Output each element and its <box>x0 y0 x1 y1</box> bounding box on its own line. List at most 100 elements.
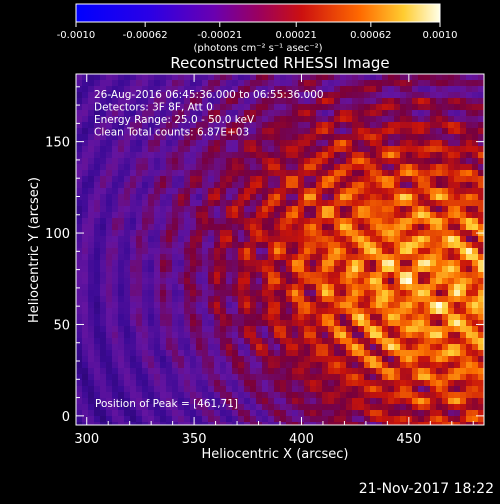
heatmap-cell <box>328 386 334 392</box>
heatmap-cell <box>352 230 358 236</box>
heatmap-cell <box>418 350 424 356</box>
heatmap-cell <box>358 212 364 218</box>
heatmap-cell <box>220 134 226 140</box>
heatmap-cell <box>196 254 202 260</box>
heatmap-cell <box>460 218 466 224</box>
heatmap-cell <box>268 74 274 80</box>
heatmap-cell <box>298 116 304 122</box>
heatmap-cell <box>442 422 448 425</box>
heatmap-cell <box>220 266 226 272</box>
heatmap-cell <box>304 188 310 194</box>
heatmap-cell <box>394 200 400 206</box>
heatmap-cell <box>106 218 112 224</box>
heatmap-cell <box>310 218 316 224</box>
heatmap-cell <box>298 338 304 344</box>
heatmap-cell <box>94 122 100 128</box>
heatmap-cell <box>280 296 286 302</box>
heatmap-cell <box>184 356 190 362</box>
heatmap-cell <box>400 326 406 332</box>
heatmap-cell <box>232 422 238 425</box>
heatmap-cell <box>124 110 130 116</box>
heatmap-cell <box>130 176 136 182</box>
heatmap-cell <box>232 308 238 314</box>
heatmap-cell <box>274 224 280 230</box>
heatmap-cell <box>292 374 298 380</box>
heatmap-cell <box>250 266 256 272</box>
heatmap-cell <box>388 314 394 320</box>
heatmap-cell <box>202 344 208 350</box>
heatmap-cell <box>454 200 460 206</box>
heatmap-cell <box>118 320 124 326</box>
heatmap-cell <box>250 230 256 236</box>
x-tick-label: 300 <box>74 432 99 447</box>
heatmap-cell <box>220 152 226 158</box>
heatmap-cell <box>208 386 214 392</box>
heatmap-cell <box>412 302 418 308</box>
heatmap-cell <box>466 380 472 386</box>
heatmap-cell <box>436 320 442 326</box>
heatmap-cell <box>352 116 358 122</box>
heatmap-cell <box>442 212 448 218</box>
heatmap-cell <box>232 128 238 134</box>
heatmap-cell <box>382 86 388 92</box>
heatmap-cell <box>142 206 148 212</box>
heatmap-cell <box>154 200 160 206</box>
heatmap-cell <box>106 80 112 86</box>
heatmap-cell <box>412 332 418 338</box>
heatmap-cell <box>346 356 352 362</box>
heatmap-cell <box>442 224 448 230</box>
heatmap-cell <box>472 296 478 302</box>
heatmap-cell <box>142 266 148 272</box>
heatmap-cell <box>364 260 370 266</box>
heatmap-cell <box>448 236 454 242</box>
heatmap-cell <box>106 152 112 158</box>
heatmap-cell <box>454 272 460 278</box>
heatmap-cell <box>208 302 214 308</box>
heatmap-cell <box>370 98 376 104</box>
heatmap-cell <box>274 374 280 380</box>
heatmap-cell <box>262 302 268 308</box>
heatmap-cell <box>424 176 430 182</box>
heatmap-cell <box>94 392 100 398</box>
heatmap-cell <box>238 302 244 308</box>
heatmap-cell <box>142 326 148 332</box>
heatmap-cell <box>436 146 442 152</box>
heatmap-cell <box>238 98 244 104</box>
heatmap-cell <box>382 344 388 350</box>
heatmap-cell <box>268 164 274 170</box>
heatmap-cell <box>322 260 328 266</box>
heatmap-cell <box>196 338 202 344</box>
heatmap-cell <box>340 320 346 326</box>
heatmap-cell <box>154 74 160 80</box>
heatmap-cell <box>292 332 298 338</box>
x-tick-label: 450 <box>396 432 421 447</box>
heatmap-cell <box>478 392 484 398</box>
heatmap-cell <box>448 320 454 326</box>
heatmap-cell <box>364 416 370 422</box>
heatmap-cell <box>388 122 394 128</box>
heatmap-cell <box>382 116 388 122</box>
heatmap-cell <box>436 278 442 284</box>
heatmap-cell <box>124 272 130 278</box>
heatmap-cell <box>82 188 88 194</box>
heatmap-cell <box>76 140 82 146</box>
heatmap-cell <box>82 374 88 380</box>
heatmap-cell <box>202 122 208 128</box>
heatmap-cell <box>304 86 310 92</box>
heatmap-cell <box>328 416 334 422</box>
heatmap-cell <box>112 380 118 386</box>
heatmap-cell <box>376 248 382 254</box>
heatmap-cell <box>298 98 304 104</box>
heatmap-cell <box>250 194 256 200</box>
heatmap-cell <box>454 314 460 320</box>
heatmap-cell <box>442 248 448 254</box>
heatmap-cell <box>118 290 124 296</box>
heatmap-cell <box>172 248 178 254</box>
heatmap-cell <box>466 350 472 356</box>
heatmap-cell <box>196 134 202 140</box>
heatmap-cell <box>280 422 286 425</box>
heatmap-cell <box>310 302 316 308</box>
heatmap-cell <box>82 326 88 332</box>
heatmap-cell <box>184 344 190 350</box>
heatmap-cell <box>166 380 172 386</box>
